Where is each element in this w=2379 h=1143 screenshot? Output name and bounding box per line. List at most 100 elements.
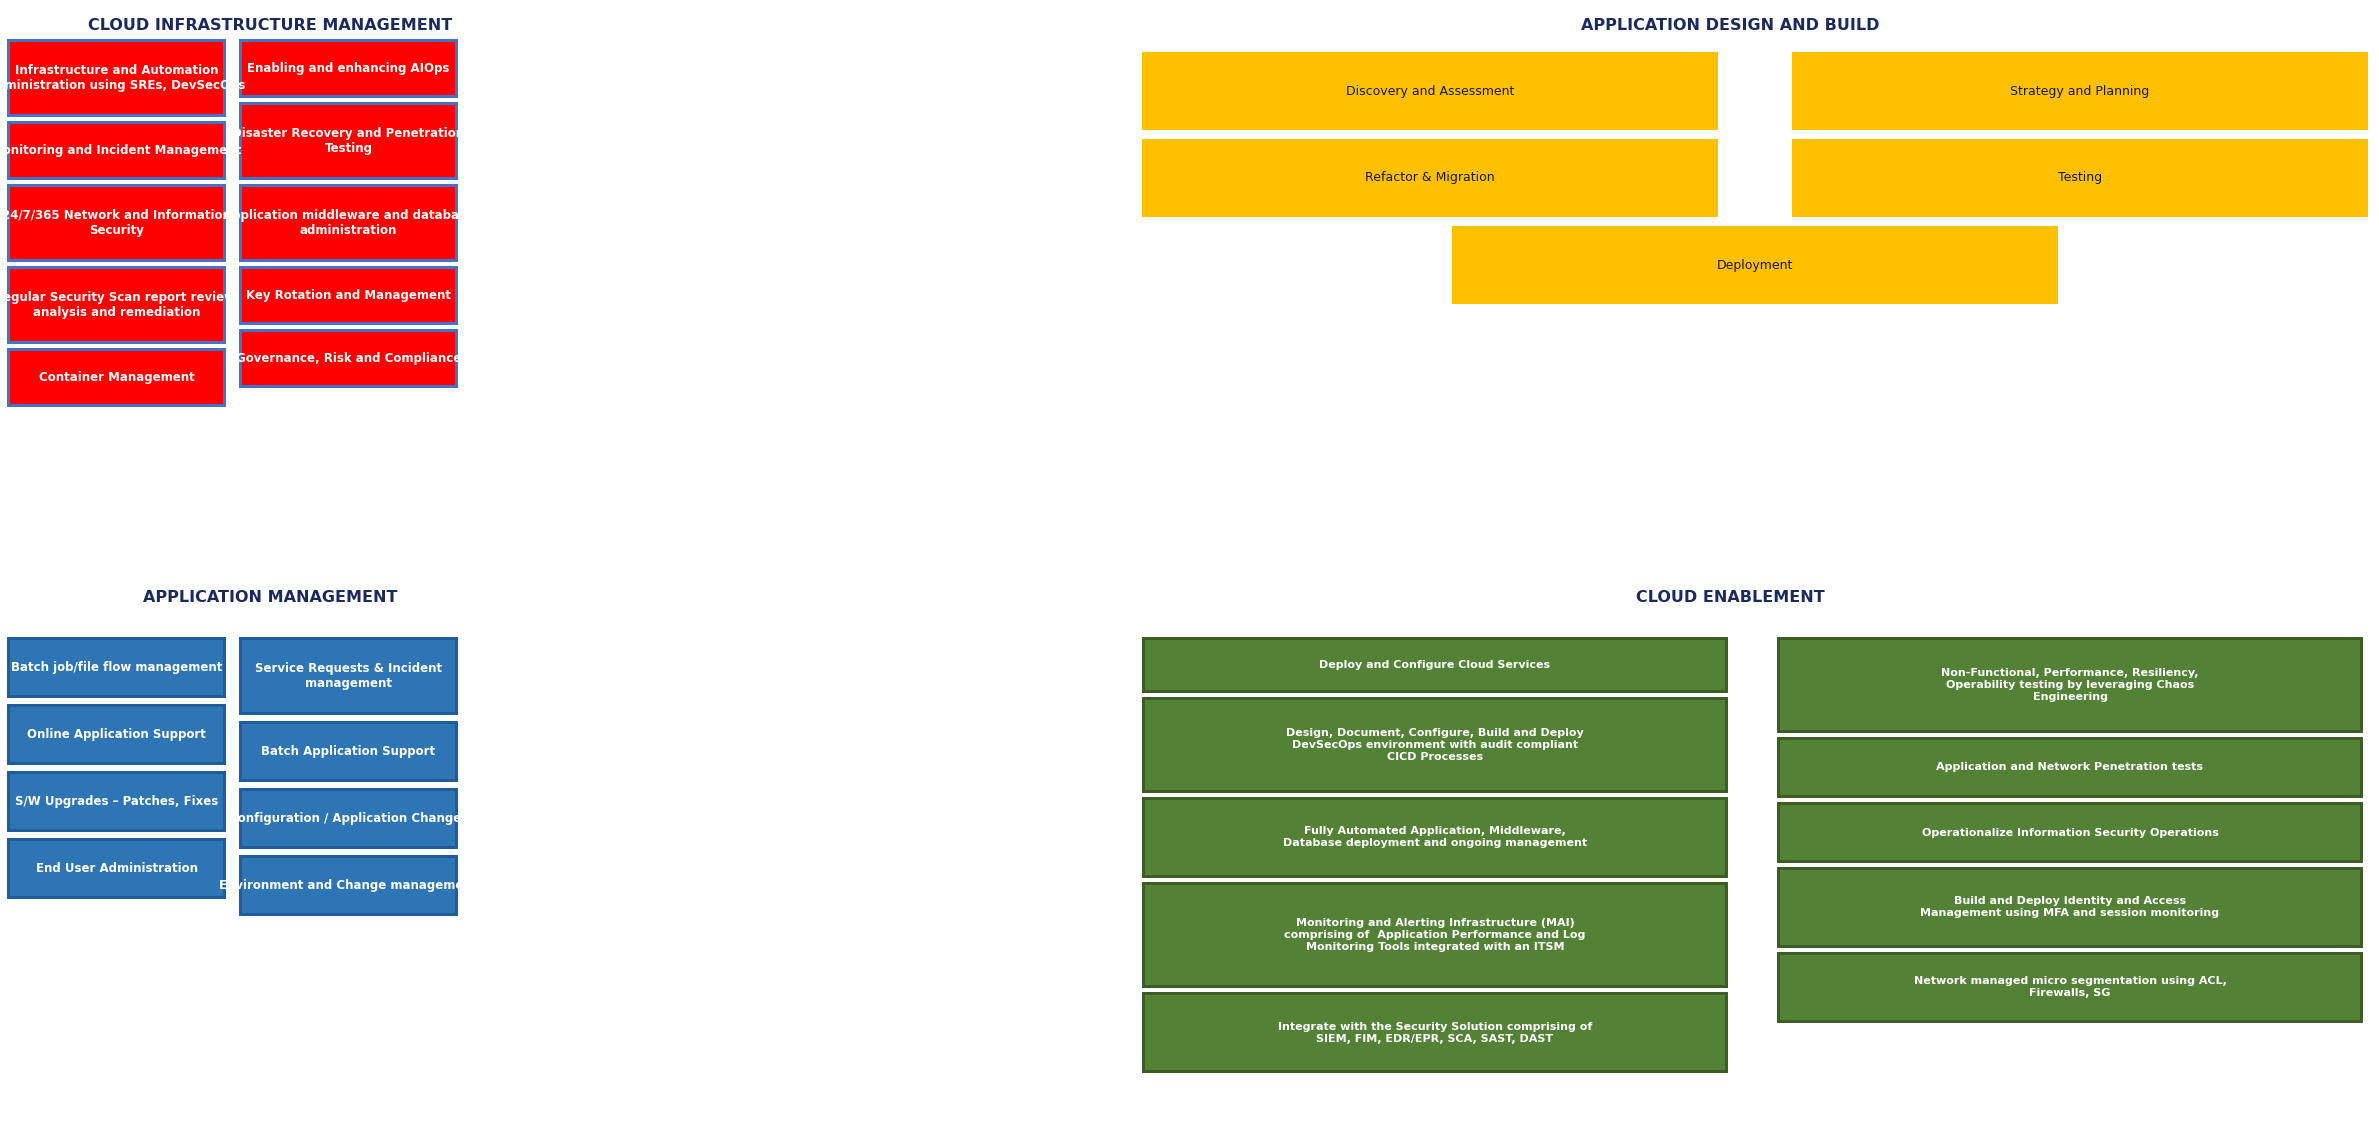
Text: Online Application Support: Online Application Support [26, 728, 207, 741]
Text: Enabling and enhancing AIOps: Enabling and enhancing AIOps [247, 62, 450, 75]
FancyBboxPatch shape [7, 704, 226, 765]
FancyBboxPatch shape [1144, 700, 1725, 790]
FancyBboxPatch shape [10, 841, 224, 896]
Text: CLOUD ENABLEMENT: CLOUD ENABLEMENT [1637, 590, 1825, 605]
FancyBboxPatch shape [10, 187, 224, 259]
FancyBboxPatch shape [238, 266, 459, 325]
FancyBboxPatch shape [10, 351, 224, 403]
FancyBboxPatch shape [10, 269, 224, 341]
FancyBboxPatch shape [1791, 139, 2367, 217]
Text: Governance, Risk and Compliance: Governance, Risk and Compliance [236, 352, 462, 365]
FancyBboxPatch shape [243, 858, 454, 913]
Text: 24/7/365 Network and Information
Security: 24/7/365 Network and Information Securit… [2, 209, 231, 238]
FancyBboxPatch shape [1451, 226, 2058, 304]
FancyBboxPatch shape [1779, 640, 2360, 730]
FancyBboxPatch shape [7, 39, 226, 117]
FancyBboxPatch shape [243, 331, 454, 385]
Text: Environment and Change management: Environment and Change management [219, 879, 478, 892]
FancyBboxPatch shape [238, 329, 459, 387]
FancyBboxPatch shape [243, 791, 454, 846]
Text: Configuration / Application Changes: Configuration / Application Changes [228, 812, 469, 825]
FancyBboxPatch shape [10, 42, 224, 114]
FancyBboxPatch shape [238, 855, 459, 916]
FancyBboxPatch shape [1142, 882, 1727, 988]
Text: Network managed micro segmentation using ACL,
Firewalls, SG: Network managed micro segmentation using… [1913, 976, 2227, 999]
Text: CLOUD INFRASTRUCTURE MANAGEMENT: CLOUD INFRASTRUCTURE MANAGEMENT [88, 18, 452, 33]
Text: APPLICATION MANAGEMENT: APPLICATION MANAGEMENT [143, 590, 397, 605]
FancyBboxPatch shape [238, 184, 459, 262]
FancyBboxPatch shape [1144, 996, 1725, 1070]
FancyBboxPatch shape [1777, 802, 2362, 863]
FancyBboxPatch shape [10, 123, 224, 177]
FancyBboxPatch shape [1142, 51, 1718, 130]
Text: Application and Network Penetration tests: Application and Network Penetration test… [1937, 762, 2203, 773]
FancyBboxPatch shape [1144, 142, 1715, 214]
FancyBboxPatch shape [10, 640, 224, 695]
Text: Build and Deploy Identity and Access
Management using MFA and session monitoring: Build and Deploy Identity and Access Man… [1920, 896, 2220, 919]
FancyBboxPatch shape [1779, 740, 2360, 796]
FancyBboxPatch shape [243, 640, 454, 712]
FancyBboxPatch shape [243, 105, 454, 177]
Text: Container Management: Container Management [38, 371, 195, 384]
FancyBboxPatch shape [1144, 640, 1725, 690]
FancyBboxPatch shape [7, 347, 226, 407]
Text: Infrastructure and Automation
Administration using SREs, DevSecOps: Infrastructure and Automation Administra… [0, 64, 245, 93]
Text: Integrate with the Security Solution comprising of
SIEM, FIM, EDR/EPR, SCA, SAST: Integrate with the Security Solution com… [1278, 1022, 1592, 1044]
FancyBboxPatch shape [243, 187, 454, 259]
FancyBboxPatch shape [7, 772, 226, 832]
Text: Deploy and Configure Cloud Services: Deploy and Configure Cloud Services [1320, 660, 1551, 670]
FancyBboxPatch shape [7, 838, 226, 900]
FancyBboxPatch shape [1777, 952, 2362, 1023]
FancyBboxPatch shape [1142, 139, 1718, 217]
FancyBboxPatch shape [7, 637, 226, 698]
FancyBboxPatch shape [1779, 956, 2360, 1020]
Text: Service Requests & Incident
management: Service Requests & Incident management [255, 662, 442, 690]
FancyBboxPatch shape [243, 269, 454, 322]
Text: Design, Document, Configure, Build and Deploy
DevSecOps environment with audit c: Design, Document, Configure, Build and D… [1287, 728, 1584, 762]
Text: Disaster Recovery and Penetration
Testing: Disaster Recovery and Penetration Testin… [233, 127, 464, 155]
FancyBboxPatch shape [1777, 637, 2362, 733]
FancyBboxPatch shape [1779, 805, 2360, 860]
FancyBboxPatch shape [238, 721, 459, 782]
Text: Fully Automated Application, Middleware,
Database deployment and ongoing managem: Fully Automated Application, Middleware,… [1282, 826, 1587, 848]
FancyBboxPatch shape [1142, 797, 1727, 878]
FancyBboxPatch shape [1777, 737, 2362, 798]
Text: Operationalize Information Security Operations: Operationalize Information Security Oper… [1922, 828, 2220, 838]
Text: Batch job/file flow management: Batch job/file flow management [12, 661, 221, 674]
Text: Testing: Testing [2058, 171, 2103, 184]
FancyBboxPatch shape [1796, 55, 2365, 127]
Text: Application middleware and database
administration: Application middleware and database admi… [224, 209, 473, 238]
Text: Deployment: Deployment [1718, 258, 1794, 272]
FancyBboxPatch shape [7, 184, 226, 262]
FancyBboxPatch shape [7, 121, 226, 179]
Text: Strategy and Planning: Strategy and Planning [2010, 85, 2151, 97]
FancyBboxPatch shape [1142, 697, 1727, 793]
FancyBboxPatch shape [1779, 870, 2360, 945]
FancyBboxPatch shape [1142, 637, 1727, 693]
FancyBboxPatch shape [238, 637, 459, 716]
FancyBboxPatch shape [10, 774, 224, 829]
FancyBboxPatch shape [1796, 142, 2365, 214]
Text: Key Rotation and Management: Key Rotation and Management [245, 289, 452, 302]
Text: S/W Upgrades – Patches, Fixes: S/W Upgrades – Patches, Fixes [14, 796, 219, 808]
FancyBboxPatch shape [243, 42, 454, 95]
FancyBboxPatch shape [1456, 229, 2055, 301]
FancyBboxPatch shape [1142, 992, 1727, 1073]
FancyBboxPatch shape [1144, 885, 1725, 985]
Text: Non-Functional, Performance, Resiliency,
Operability testing by leveraging Chaos: Non-Functional, Performance, Resiliency,… [1941, 668, 2198, 702]
Text: Discovery and Assessment: Discovery and Assessment [1347, 85, 1513, 97]
FancyBboxPatch shape [243, 724, 454, 780]
FancyBboxPatch shape [238, 102, 459, 179]
Text: End User Administration: End User Administration [36, 862, 197, 876]
FancyBboxPatch shape [238, 788, 459, 849]
FancyBboxPatch shape [1777, 868, 2362, 948]
FancyBboxPatch shape [238, 39, 459, 98]
FancyBboxPatch shape [1144, 800, 1725, 876]
FancyBboxPatch shape [10, 708, 224, 762]
Text: Refactor & Migration: Refactor & Migration [1366, 171, 1494, 184]
Text: Monitoring and Alerting Infrastructure (MAI)
comprising of  Application Performa: Monitoring and Alerting Infrastructure (… [1285, 918, 1587, 952]
FancyBboxPatch shape [1144, 55, 1715, 127]
FancyBboxPatch shape [7, 266, 226, 344]
FancyBboxPatch shape [1791, 51, 2367, 130]
Text: APPLICATION DESIGN AND BUILD: APPLICATION DESIGN AND BUILD [1580, 18, 1879, 33]
